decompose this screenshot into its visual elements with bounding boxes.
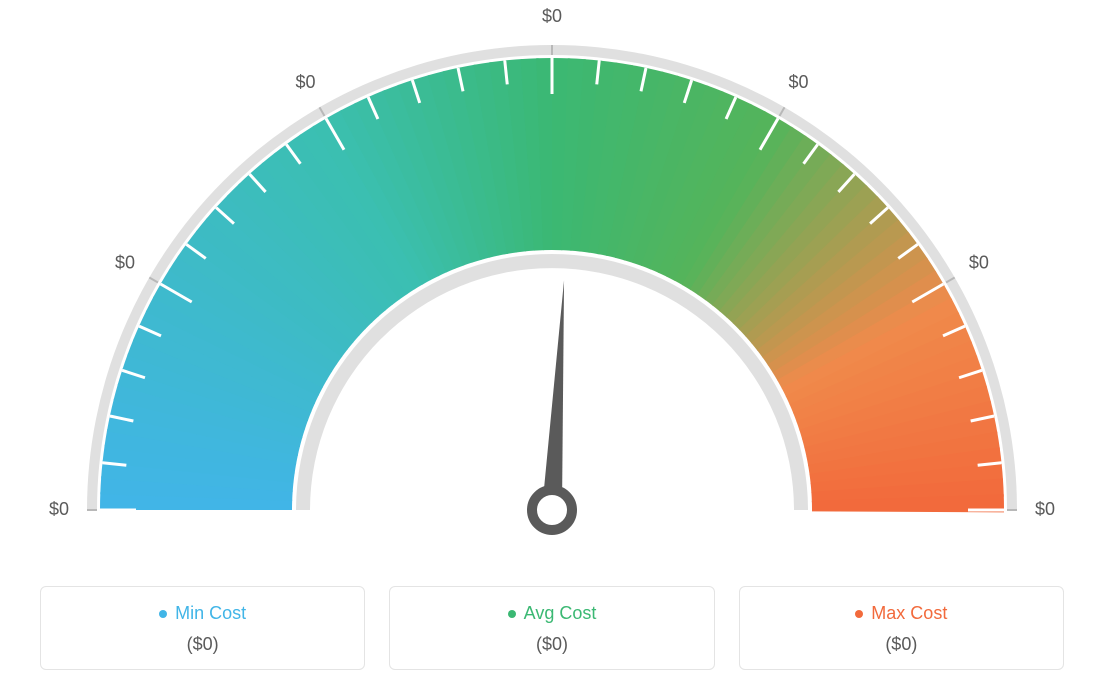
scale-label: $0 [788, 72, 808, 92]
legend-dot-max [855, 610, 863, 618]
legend-row: Min Cost ($0) Avg Cost ($0) Max Cost ($0… [40, 586, 1064, 670]
scale-label: $0 [969, 252, 989, 272]
legend-card-avg: Avg Cost ($0) [389, 586, 714, 670]
legend-card-min: Min Cost ($0) [40, 586, 365, 670]
legend-label-avg: Avg Cost [524, 603, 597, 624]
legend-dot-avg [508, 610, 516, 618]
scale-label: $0 [1035, 499, 1055, 519]
legend-value-avg: ($0) [400, 634, 703, 655]
scale-label: $0 [542, 6, 562, 26]
legend-label-min: Min Cost [175, 603, 246, 624]
legend-label-max: Max Cost [871, 603, 947, 624]
legend-value-min: ($0) [51, 634, 354, 655]
legend-title-max: Max Cost [855, 603, 947, 624]
cost-gauge-container: $0 $0 $0 $0 $0 $0 $0 Min Cost ($0) Avg Cost ($… [0, 0, 1104, 690]
gauge-chart: $0 $0 $0 $0 $0 $0 $0 [0, 0, 1104, 570]
legend-dot-min [159, 610, 167, 618]
scale-label: $0 [49, 499, 69, 519]
gauge-needle [532, 280, 572, 530]
legend-value-max: ($0) [750, 634, 1053, 655]
gauge-svg: $0 $0 $0 $0 $0 $0 $0 [0, 0, 1104, 570]
scale-label: $0 [115, 252, 135, 272]
scale-label: $0 [295, 72, 315, 92]
legend-card-max: Max Cost ($0) [739, 586, 1064, 670]
legend-title-avg: Avg Cost [508, 603, 597, 624]
legend-title-min: Min Cost [159, 603, 246, 624]
